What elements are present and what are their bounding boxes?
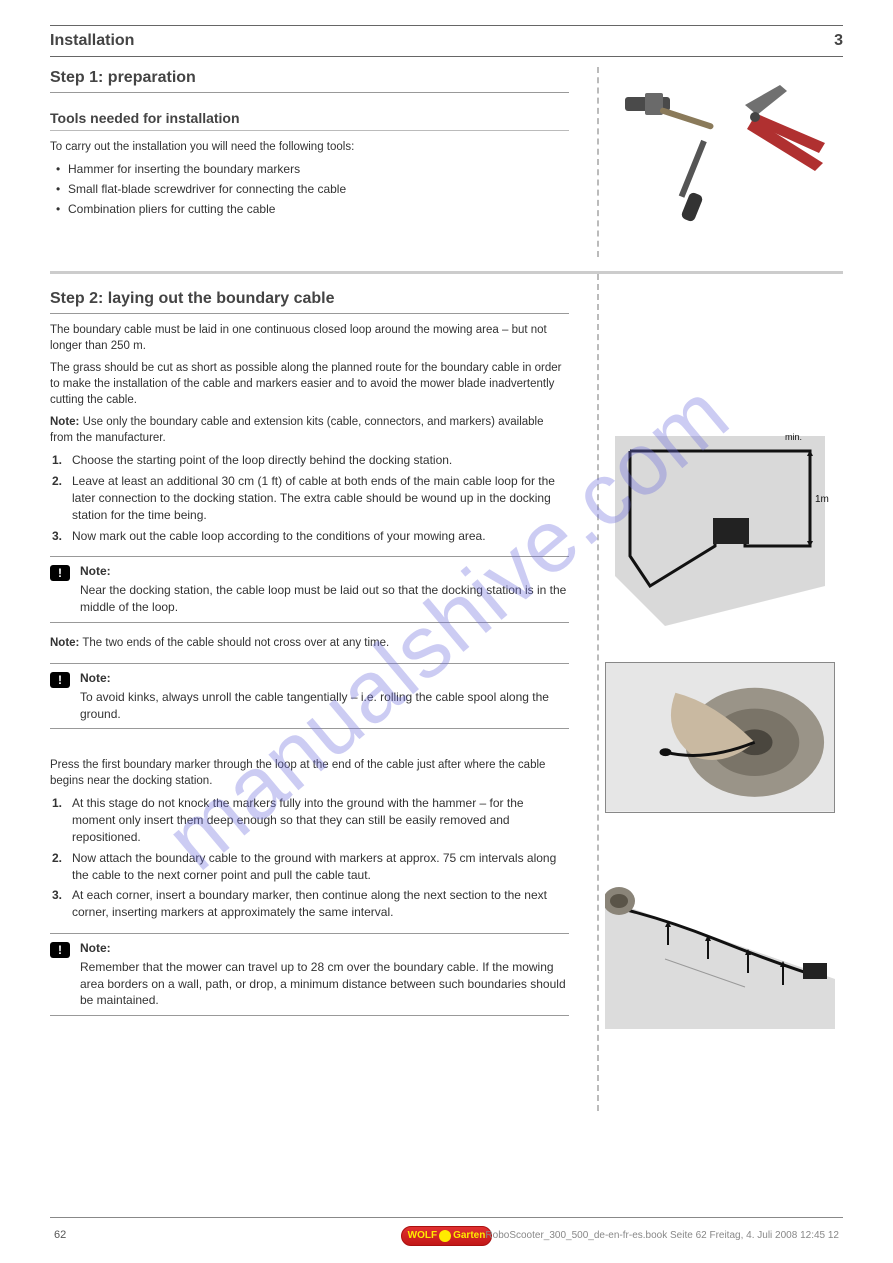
tools-figure — [605, 75, 835, 235]
note-callout: ! Note: Remember that the mower can trav… — [50, 933, 569, 1016]
warning-icon: ! — [50, 672, 70, 688]
callout-title: Note: — [80, 670, 569, 687]
list-text: At this stage do not knock the markers f… — [72, 796, 524, 844]
list-item: 3. Now mark out the cable loop according… — [50, 528, 569, 545]
note-label: Note: — [50, 416, 79, 428]
warning-icon: ! — [50, 942, 70, 958]
list-text: At each corner, insert a boundary marker… — [72, 888, 547, 919]
list-item: 1. At this stage do not knock the marker… — [50, 795, 569, 845]
dimension-label: 1m — [815, 494, 829, 505]
screwdriver-icon — [679, 140, 707, 223]
list-item: Hammer for inserting the boundary marker… — [50, 161, 569, 178]
list-item: 1. Choose the starting point of the loop… — [50, 452, 569, 469]
chapter-title: Installation — [50, 30, 134, 52]
list-text: Now mark out the cable loop according to… — [72, 529, 486, 543]
note-body: Use only the boundary cable and extensio… — [50, 416, 544, 444]
chapter-bar: Installation 3 — [50, 25, 843, 57]
brand-logo: WOLFGarten — [401, 1226, 493, 1246]
list-text: Now attach the boundary cable to the gro… — [72, 851, 556, 882]
body-text: Press the first boundary marker through … — [50, 757, 569, 789]
pliers-icon — [745, 85, 825, 171]
pegging-figure — [605, 859, 835, 1029]
body-text: The boundary cable must be laid in one c… — [50, 322, 569, 354]
callout-text: Near the docking station, the cable loop… — [80, 582, 569, 616]
list-number: 3. — [52, 528, 62, 545]
callout-text: To avoid kinks, always unroll the cable … — [80, 689, 569, 723]
note-callout: ! Note: Near the docking station, the ca… — [50, 556, 569, 622]
step1-subhead: Tools needed for installation — [50, 109, 569, 132]
page-footer: 62 WOLFGarten RoboScooter_300_500_de-en-… — [50, 1217, 843, 1253]
cable-spool-figure — [605, 662, 835, 813]
chapter-number: 3 — [834, 30, 843, 52]
hammer-icon — [625, 93, 714, 130]
svg-text:min.: min. — [785, 432, 802, 442]
note-body: The two ends of the cable should not cro… — [82, 637, 389, 649]
callout-title: Note: — [80, 940, 569, 957]
note-label: Note: — [50, 637, 79, 649]
list-number: 2. — [52, 473, 62, 490]
list-item: 2. Now attach the boundary cable to the … — [50, 850, 569, 884]
warning-icon: ! — [50, 565, 70, 581]
list-text: Choose the starting point of the loop di… — [72, 453, 452, 467]
note-callout: ! Note: To avoid kinks, always unroll th… — [50, 663, 569, 729]
body-text: Note: Use only the boundary cable and ex… — [50, 414, 569, 446]
list-text: Leave at least an additional 30 cm (1 ft… — [72, 474, 555, 522]
list-number: 1. — [52, 795, 62, 812]
list-number: 3. — [52, 887, 62, 904]
lawn-plan-figure: 1m min. — [605, 426, 835, 626]
list-item: 2. Leave at least an additional 30 cm (1… — [50, 473, 569, 523]
list-item: Small flat-blade screwdriver for connect… — [50, 181, 569, 198]
step1-title: Step 1: preparation — [50, 67, 569, 92]
document-stamp: RoboScooter_300_500_de-en-fr-es.book Sei… — [485, 1229, 839, 1243]
list-item: 3. At each corner, insert a boundary mar… — [50, 887, 569, 921]
list-number: 2. — [52, 850, 62, 867]
step1-text: To carry out the installation you will n… — [50, 139, 569, 155]
step2-title: Step 2: laying out the boundary cable — [50, 288, 569, 313]
body-text: The grass should be cut as short as poss… — [50, 360, 569, 408]
list-number: 1. — [52, 452, 62, 469]
callout-text: Remember that the mower can travel up to… — [80, 959, 569, 1009]
list-item: Combination pliers for cutting the cable — [50, 201, 569, 218]
body-text: Note: The two ends of the cable should n… — [50, 635, 569, 651]
page-number: 62 — [54, 1228, 66, 1243]
callout-title: Note: — [80, 563, 569, 580]
